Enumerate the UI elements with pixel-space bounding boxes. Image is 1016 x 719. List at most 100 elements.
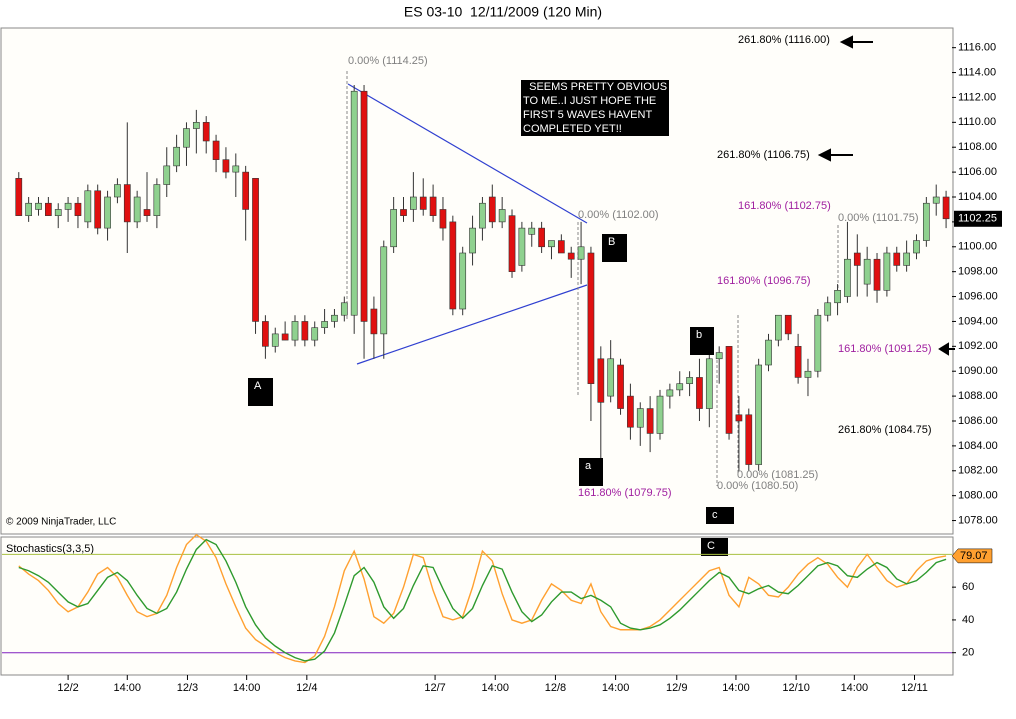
wave-label: c	[712, 509, 718, 521]
arrow-head	[938, 342, 949, 356]
candle-body	[360, 90, 368, 322]
stochastic-line	[18, 538, 947, 662]
fib-label: 0.00% (1080.50)	[717, 480, 798, 492]
chart-title: ES 03-10 12/11/2009 (120 Min)	[404, 4, 602, 20]
candle-body	[54, 209, 62, 216]
candle-body	[913, 240, 920, 254]
x-tick-label: 14:00	[233, 682, 261, 694]
candle-body	[794, 346, 802, 378]
y-tick-label: 1090.00	[958, 365, 998, 377]
candle-body	[824, 302, 832, 316]
candle-body	[597, 358, 605, 403]
x-tick-label: 12/10	[782, 682, 810, 694]
y-tick-label: 1096.00	[958, 290, 998, 302]
wave-label: A	[254, 380, 262, 392]
candle-body	[212, 140, 220, 160]
candle-body	[143, 209, 151, 216]
candle-body	[518, 227, 526, 266]
candle-body	[745, 414, 753, 465]
fib-label: 0.00% (1102.00)	[578, 209, 659, 221]
fib-label: 0.00% (1114.25)	[348, 55, 428, 67]
y-tick-label: 1114.00	[958, 66, 996, 78]
fib-label: 161.80% (1096.75)	[717, 275, 811, 287]
candle-body	[676, 383, 684, 391]
candle-body	[74, 202, 82, 216]
y-tick-label: 1110.00	[958, 116, 996, 128]
x-tick-label: 12/8	[545, 682, 566, 694]
y-tick-label: 1098.00	[958, 266, 998, 278]
candle-body	[35, 202, 42, 210]
y-tick-label: 1092.00	[958, 340, 998, 352]
x-tick-label: 12/9	[666, 682, 687, 694]
candle-body	[696, 377, 703, 409]
candle-body	[765, 339, 772, 366]
candle-body	[607, 358, 615, 397]
x-tick-label: 12/3	[177, 682, 198, 694]
x-tick-label: 14:00	[481, 682, 509, 694]
candle-body	[853, 252, 861, 266]
candle-body	[153, 184, 161, 216]
wave-box	[690, 327, 714, 355]
fib-label: 261.80% (1084.75)	[838, 424, 932, 436]
candle-body	[94, 190, 102, 229]
candle-body	[222, 159, 230, 173]
wave-box	[248, 378, 273, 406]
y-tick-label: 1112.00	[958, 91, 996, 103]
y-tick-label: 1088.00	[958, 390, 998, 402]
price-panel	[0, 27, 954, 535]
note-line: SEEMS PRETTY OBVIOUS	[523, 81, 667, 93]
fib-label: 0.00% (1081.25)	[737, 469, 818, 481]
y-tick-label: 1108.00	[958, 141, 997, 153]
wave-box	[701, 538, 728, 556]
y-tick-label: 20	[962, 647, 974, 659]
candle-body	[380, 246, 388, 335]
y-tick-label: 1116.00	[958, 42, 996, 54]
candle-body	[636, 408, 644, 428]
candle-body	[705, 358, 713, 409]
candle-body	[123, 184, 131, 223]
value-tag-label: 79.07	[960, 550, 988, 562]
candle-body	[498, 209, 506, 223]
wave-label: C	[707, 540, 715, 552]
note-box	[521, 80, 669, 136]
candle-body	[321, 321, 328, 328]
x-tick-label: 14:00	[841, 682, 869, 694]
candle-body	[449, 221, 457, 310]
candle-body	[646, 408, 654, 434]
candle-body	[725, 346, 733, 434]
arrow-head	[839, 35, 853, 49]
y-tick-label: 1104.00	[958, 191, 997, 203]
candle-body	[370, 308, 378, 335]
x-tick-label: 12/11	[901, 682, 928, 694]
candle-body	[15, 178, 23, 216]
candle-body	[942, 196, 950, 220]
candle-body	[715, 352, 723, 360]
candle-body	[508, 215, 516, 272]
candle-body	[291, 321, 299, 341]
fib-label: 0.00% (1101.75)	[838, 212, 919, 224]
copyright: © 2009 NinjaTrader, LLC	[6, 517, 116, 528]
stochastic-line	[18, 533, 947, 664]
y-tick-label: 1084.00	[958, 440, 998, 452]
y-tick-label: 40	[962, 614, 974, 626]
candle-body	[25, 202, 32, 216]
candle-body	[775, 314, 782, 341]
candle-body	[202, 122, 210, 142]
candle-body	[735, 414, 743, 422]
candle-body	[232, 165, 240, 173]
candle-body	[567, 252, 575, 260]
candle-body	[429, 196, 437, 216]
x-tick-label: 12/2	[57, 682, 78, 694]
candle-body	[252, 178, 259, 322]
candle-body	[281, 333, 289, 341]
x-tick-label: 12/7	[424, 682, 445, 694]
candle-body	[784, 314, 792, 335]
x-tick-label: 14:00	[722, 682, 750, 694]
candle-body	[459, 252, 467, 310]
candle-body	[439, 209, 447, 229]
candle-body	[350, 90, 358, 316]
candle-body	[390, 209, 397, 248]
candle-body	[133, 196, 141, 223]
candle-body	[893, 252, 901, 266]
candle-body	[479, 202, 486, 229]
